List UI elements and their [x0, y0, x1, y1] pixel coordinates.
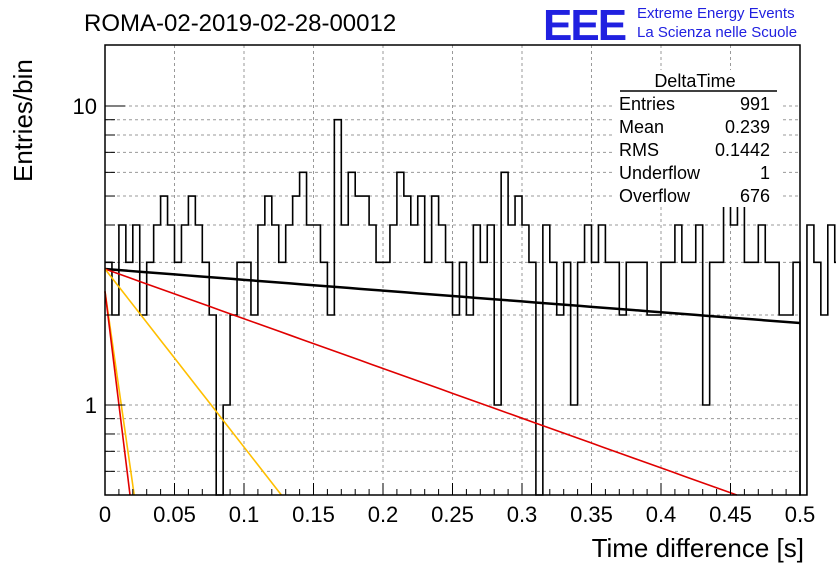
- x-tick-label: 0.1: [229, 502, 260, 527]
- stats-value: 991: [740, 94, 770, 114]
- stats-label: Underflow: [619, 163, 701, 183]
- fit-curve-2: [104, 268, 283, 496]
- stats-name: DeltaTime: [654, 71, 735, 91]
- stats-value: 1: [760, 163, 770, 183]
- stats-value: 676: [740, 186, 770, 206]
- x-tick-label: 0.05: [153, 502, 196, 527]
- logo-line1: Extreme Energy Events: [637, 5, 795, 22]
- fit-curve-4: [104, 291, 131, 496]
- stats-value: 0.239: [725, 117, 770, 137]
- y-tick-label: 10: [73, 94, 97, 119]
- logo-line2: La Scienza nelle Scuole: [637, 24, 798, 41]
- x-tick-label: 0: [99, 502, 111, 527]
- stats-label: Overflow: [619, 186, 691, 206]
- x-tick-label: 0.3: [507, 502, 538, 527]
- x-tick-label: 0.2: [368, 502, 399, 527]
- histogram-line: [105, 118, 836, 496]
- x-tick-label: 0.5: [785, 502, 816, 527]
- stats-value: 0.1442: [715, 140, 770, 160]
- x-axis-label: Time difference [s]: [591, 533, 804, 563]
- stats-label: Entries: [619, 94, 675, 114]
- stats-box: [615, 70, 780, 207]
- x-tick-label: 0.45: [709, 502, 752, 527]
- stats-label: RMS: [619, 140, 659, 160]
- x-tick-label: 0.25: [431, 502, 474, 527]
- x-tick-label: 0.4: [646, 502, 677, 527]
- fit-curve-0: [104, 267, 801, 325]
- eee-logo: EEE: [543, 1, 627, 50]
- fit-curve-1: [104, 268, 737, 496]
- logo-mark: EEE: [543, 1, 627, 50]
- x-tick-label: 0.35: [570, 502, 613, 527]
- stats-label: Mean: [619, 117, 664, 137]
- chart-title: ROMA-02-2019-02-28-00012: [84, 10, 397, 37]
- logo-caption: Extreme Energy Events La Scienza nelle S…: [637, 4, 797, 42]
- y-tick-label: 1: [85, 393, 97, 418]
- x-tick-label: 0.15: [292, 502, 335, 527]
